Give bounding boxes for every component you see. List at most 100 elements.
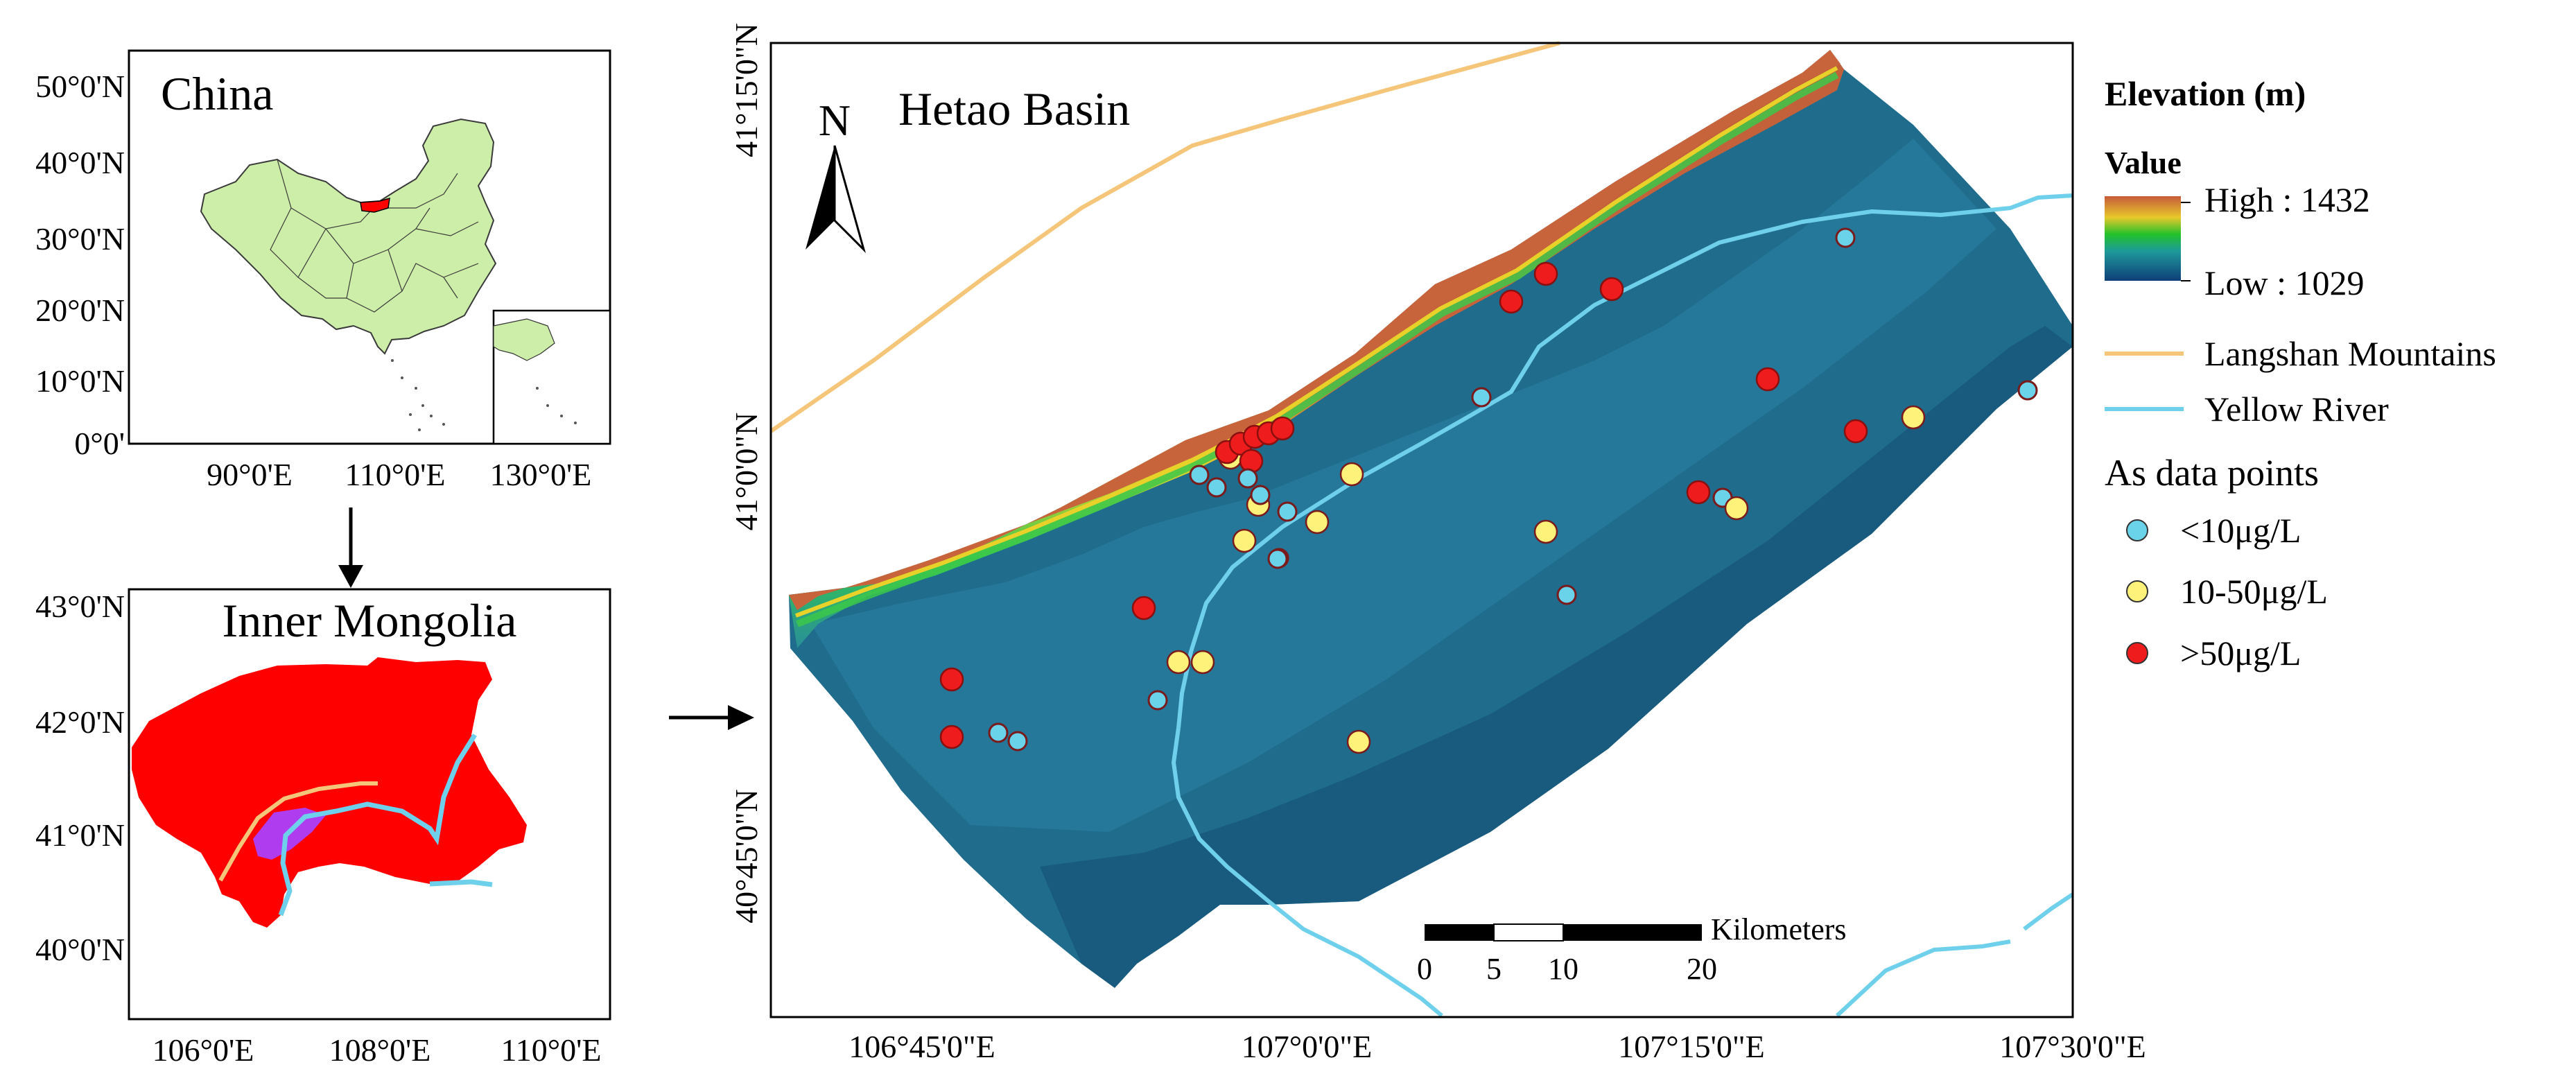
- main-lon-ticks: 106°45'0"E 107°0'0"E 107°15'0"E 107°30'0…: [848, 1029, 2146, 1064]
- inset-langshan-line: [218, 781, 378, 882]
- inner-mongolia-highlight: [360, 197, 390, 213]
- legend-yellow-river-label: Yellow River: [2204, 390, 2389, 428]
- mid-concentration-point: [1166, 650, 1191, 675]
- low-concentration-point: [1267, 548, 1288, 569]
- inset-yellow-river-line: [278, 734, 493, 917]
- langshan-mountains-line: [769, 41, 1560, 433]
- svg-text:50°0'N: 50°0'N: [35, 69, 125, 104]
- main-map-frame: [769, 42, 2074, 1018]
- legend-low-point-label: <10μg/L: [2180, 511, 2301, 550]
- svg-text:41°0'0"N: 41°0'0"N: [729, 413, 764, 531]
- mid-concentration-point: [1724, 496, 1749, 521]
- main-map-title: Hetao Basin: [898, 83, 1130, 135]
- inner-mongolia-inset-panel: Inner Mongolia 43°0'N 42°0'N 41°0'N 40°0…: [35, 588, 611, 1068]
- legend-elevation-ramp: [2105, 196, 2181, 281]
- low-concentration-point: [1250, 485, 1271, 505]
- svg-text:106°45'0"E: 106°45'0"E: [848, 1029, 995, 1064]
- svg-text:41°0'N: 41°0'N: [35, 817, 125, 853]
- high-concentration-point: [1843, 419, 1868, 444]
- legend-low-label: Low : 1029: [2204, 263, 2365, 302]
- china-lat-ticks: 50°0'N 40°0'N 30°0'N 20°0'N 10°0'N 0°0': [35, 69, 125, 461]
- south-china-sea-islands: [391, 359, 445, 431]
- mid-concentration-point: [1901, 405, 1926, 430]
- legend-mid-point-swatch: [2126, 580, 2148, 602]
- ridge-yellowband: [794, 66, 1838, 618]
- svg-text:40°45'0"N: 40°45'0"N: [729, 789, 764, 923]
- north-arrow-icon: N: [806, 96, 866, 254]
- yellow-river-line: [1176, 193, 2073, 729]
- low-concentration-point: [1007, 731, 1028, 752]
- high-concentration-point: [1499, 289, 1524, 314]
- sample-points-layer: [939, 227, 2038, 754]
- legend-low-point-swatch: [2126, 519, 2148, 541]
- legend-value-label: Value: [2105, 145, 2182, 180]
- legend-langshan-label: Langshan Mountains: [2204, 334, 2496, 373]
- north-label: N: [819, 96, 851, 145]
- china-title: China: [161, 67, 273, 120]
- south-sea-inset-islands: [536, 387, 577, 424]
- svg-text:108°0'E: 108°0'E: [329, 1032, 431, 1068]
- svg-text:107°15'0"E: 107°15'0"E: [1618, 1029, 1765, 1064]
- china-map-shape: [200, 118, 497, 355]
- inner-mongolia-title: Inner Mongolia: [223, 594, 517, 647]
- low-concentration-point: [1471, 387, 1492, 408]
- svg-text:110°0'E: 110°0'E: [501, 1032, 601, 1068]
- scale-tick-5: 5: [1486, 952, 1502, 986]
- svg-text:30°0'N: 30°0'N: [35, 221, 125, 257]
- legend-mid-point-label: 10-50μg/L: [2180, 572, 2328, 611]
- high-concentration-point: [1533, 261, 1558, 286]
- basin-dem-midtone: [811, 139, 1996, 832]
- scale-bar: Kilometers 0 5 10 20: [1417, 912, 1847, 986]
- low-concentration-point: [1206, 477, 1227, 498]
- river-east-branch: [1835, 892, 2074, 1018]
- low-concentration-point: [2017, 380, 2038, 401]
- high-concentration-point: [939, 724, 964, 749]
- svg-text:40°0'N: 40°0'N: [35, 145, 125, 180]
- svg-text:106°0'E: 106°0'E: [153, 1032, 254, 1068]
- high-concentration-point: [939, 667, 964, 692]
- scale-tick-10: 10: [1548, 952, 1578, 986]
- china-province-lines: [270, 159, 479, 313]
- main-map-panel: Hetao Basin N Kilometers 0 5 10 20 41°15…: [729, 23, 2146, 1064]
- low-concentration-point: [1556, 584, 1577, 605]
- scale-tick-0: 0: [1417, 952, 1432, 986]
- scale-tick-20: 20: [1687, 952, 1717, 986]
- low-concentration-point: [1147, 690, 1168, 711]
- low-concentration-point: [1237, 468, 1258, 489]
- low-concentration-point: [1277, 501, 1298, 522]
- svg-text:107°30'0"E: 107°30'0"E: [1999, 1029, 2146, 1064]
- svg-text:107°0'0"E: 107°0'0"E: [1242, 1029, 1373, 1064]
- low-concentration-point: [988, 722, 1009, 743]
- svg-text:110°0'E: 110°0'E: [345, 457, 445, 492]
- legend-high-point-label: >50μg/L: [2180, 634, 2301, 672]
- im-lon-ticks: 106°0'E 108°0'E 110°0'E: [153, 1032, 602, 1068]
- legend-high-point-swatch: [2126, 642, 2148, 664]
- svg-text:130°0'E: 130°0'E: [490, 457, 592, 492]
- arrow-down-icon: [338, 507, 363, 588]
- basin-dem-dark: [1040, 326, 2073, 988]
- mid-concentration-point: [1305, 510, 1330, 535]
- high-concentration-point: [1239, 449, 1264, 474]
- svg-text:90°0'E: 90°0'E: [207, 457, 293, 492]
- scale-bar-unit: Kilometers: [1711, 912, 1847, 946]
- south-sea-inset-map: [493, 318, 555, 361]
- svg-text:43°0'N: 43°0'N: [35, 589, 125, 624]
- legend-high-label: High : 1432: [2204, 180, 2370, 219]
- svg-text:20°0'N: 20°0'N: [35, 293, 125, 328]
- china-inset-panel: China 50°0'N 40°0'N 30°0'N 20°0'N 10°0'N…: [35, 49, 611, 492]
- mid-concentration-point: [1533, 519, 1558, 544]
- high-concentration-point: [1755, 367, 1780, 392]
- legend-points-title: As data points: [2105, 452, 2319, 494]
- im-lat-ticks: 43°0'N 42°0'N 41°0'N 40°0'N: [35, 589, 125, 967]
- low-concentration-point: [1835, 227, 1856, 248]
- svg-text:40°0'N: 40°0'N: [35, 932, 125, 967]
- main-lat-ticks: 41°15'0"N 41°0'0"N 40°45'0"N: [729, 23, 764, 923]
- high-concentration-point: [1270, 416, 1295, 441]
- svg-text:10°0'N: 10°0'N: [35, 363, 125, 399]
- mid-concentration-point: [1339, 462, 1364, 487]
- svg-text:41°15'0"N: 41°15'0"N: [729, 23, 764, 157]
- svg-text:42°0'N: 42°0'N: [35, 704, 125, 740]
- legend-elevation-title: Elevation (m): [2105, 74, 2306, 113]
- ridge-greenband: [796, 71, 1839, 627]
